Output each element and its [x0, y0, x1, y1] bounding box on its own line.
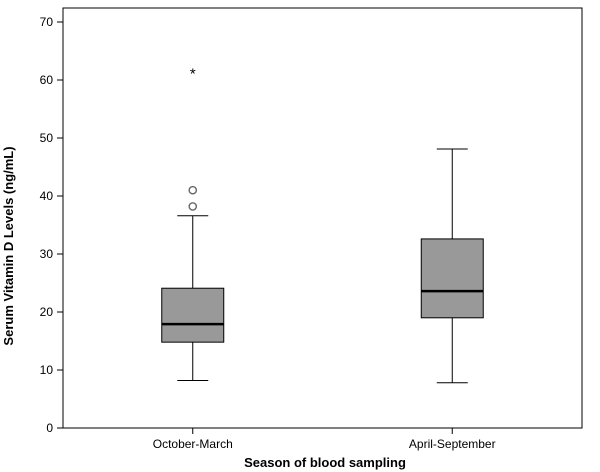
box-iqr — [161, 287, 225, 343]
plot-frame — [62, 7, 583, 429]
plot-area: 0 10 20 30 40 50 60 70 October-March * April-Septe… — [40, 7, 583, 451]
x-axis-title: Season of blood sampling — [244, 455, 406, 470]
outlier-point — [188, 185, 198, 195]
x-tick-label: October-March — [153, 437, 233, 451]
outlier-point — [188, 202, 198, 211]
y-tick-label: 20 — [40, 305, 54, 319]
x-tick-label: April-September — [409, 437, 496, 451]
y-tick-label: 10 — [40, 363, 54, 377]
y-tick-label: 60 — [40, 73, 54, 87]
y-tick-label: 0 — [46, 421, 53, 435]
y-tick-label: 30 — [40, 247, 54, 261]
box-iqr — [420, 238, 484, 319]
y-tick-label: 70 — [40, 15, 54, 29]
extreme-point: * — [190, 65, 196, 82]
y-tick-label: 40 — [40, 189, 54, 203]
y-tick-label: 50 — [40, 131, 54, 145]
y-axis-title: Serum Vitamin D Levels (ng/mL) — [1, 146, 16, 345]
